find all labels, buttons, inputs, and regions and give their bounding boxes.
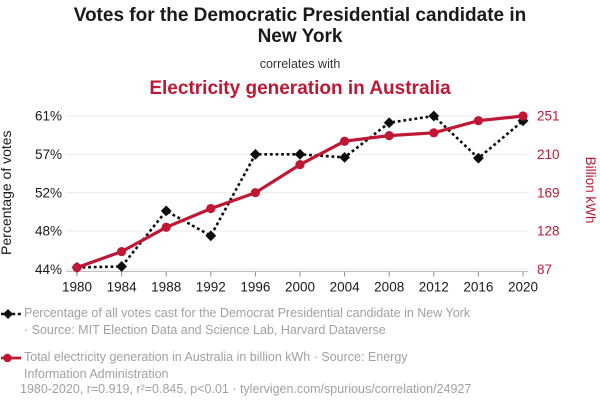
legend-text-line: Percentage of all votes cast for the Dem… bbox=[24, 306, 471, 320]
legend-item-1: Total electricity generation in Australi… bbox=[1, 349, 572, 382]
diamond-marker bbox=[339, 151, 350, 163]
circle-marker bbox=[295, 160, 305, 170]
circle-marker bbox=[117, 246, 127, 257]
correlation-chart: 1980 1984 1988 1992 1996 2000 2004 2008 2012 2016… bbox=[0, 109, 598, 295]
circle-marker bbox=[340, 136, 350, 146]
chart-header: Votes for the Democratic Presidential ca… bbox=[0, 0, 600, 100]
circle-marker bbox=[384, 131, 394, 141]
circle-marker bbox=[161, 222, 171, 232]
legend-text-line: Information Administration bbox=[24, 366, 169, 381]
page-title: Votes for the Democratic Presidential ca… bbox=[73, 5, 527, 47]
x-tick-label: 1988 bbox=[151, 280, 181, 295]
diamond-marker bbox=[473, 152, 484, 164]
chart-footer: 1980-2020, r=0.919, r²=0.845, p<0.01 · t… bbox=[20, 382, 580, 396]
series-line-0 bbox=[76, 114, 524, 269]
x-tick-label: 2016 bbox=[463, 280, 493, 295]
x-tick-label: 1980 bbox=[62, 280, 92, 295]
x-tick-label: 2012 bbox=[419, 280, 449, 295]
circle-marker bbox=[250, 188, 260, 198]
right-tick-label: 251 bbox=[537, 109, 560, 124]
left-tick-label: 52% bbox=[35, 185, 62, 200]
circle-marker bbox=[518, 111, 528, 121]
diamond-marker bbox=[116, 261, 127, 272]
x-tick-label: 2008 bbox=[374, 280, 404, 295]
stats-and-source-text: 1980-2020, r=0.919, r²=0.845, p<0.01 · t… bbox=[20, 382, 472, 396]
circle-marker bbox=[206, 203, 216, 214]
left-tick-label: 61% bbox=[35, 109, 62, 124]
x-tick-label: 1996 bbox=[240, 280, 270, 295]
chart-legend: Percentage of all votes cast for the Dem… bbox=[1, 305, 572, 393]
diamond-marker bbox=[428, 110, 440, 122]
left-tick-label: 48% bbox=[35, 224, 62, 239]
diamond-marker bbox=[160, 205, 172, 217]
correlates-with-label: correlates with bbox=[259, 57, 341, 71]
circle-solid-legend-icon bbox=[1, 353, 21, 363]
left-axis-title: Percentage of votes bbox=[0, 130, 14, 255]
diamond-dashed-legend-icon bbox=[1, 309, 21, 319]
circle-marker bbox=[429, 128, 439, 138]
diamond-marker bbox=[383, 117, 395, 129]
x-tick-label: 1984 bbox=[107, 280, 138, 295]
right-tick-label: 128 bbox=[537, 224, 560, 239]
right-tick-label: 169 bbox=[537, 185, 560, 200]
secondary-title: Electricity generation in Australia bbox=[149, 78, 451, 99]
diamond-marker bbox=[250, 148, 261, 160]
right-axis-title: Billion kWh bbox=[583, 157, 598, 224]
x-tick-label: 2004 bbox=[330, 280, 361, 295]
x-tick-label: 2000 bbox=[285, 280, 315, 295]
circle-marker bbox=[473, 116, 483, 126]
legend-item-0: Percentage of all votes cast for the Dem… bbox=[1, 305, 572, 338]
right-tick-label: 87 bbox=[537, 262, 552, 277]
circle-marker bbox=[72, 262, 82, 273]
legend-text-line: Total electricity generation in Australi… bbox=[24, 350, 408, 364]
diamond-marker bbox=[294, 148, 306, 160]
x-tick-label: 2020 bbox=[508, 280, 538, 295]
right-tick-label: 210 bbox=[537, 147, 560, 162]
diamond-marker bbox=[205, 230, 217, 242]
legend-text-line: · Source: MIT Election Data and Science … bbox=[24, 322, 386, 337]
x-tick-label: 1992 bbox=[196, 280, 226, 295]
left-tick-label: 57% bbox=[35, 147, 62, 162]
left-tick-label: 44% bbox=[35, 262, 62, 277]
